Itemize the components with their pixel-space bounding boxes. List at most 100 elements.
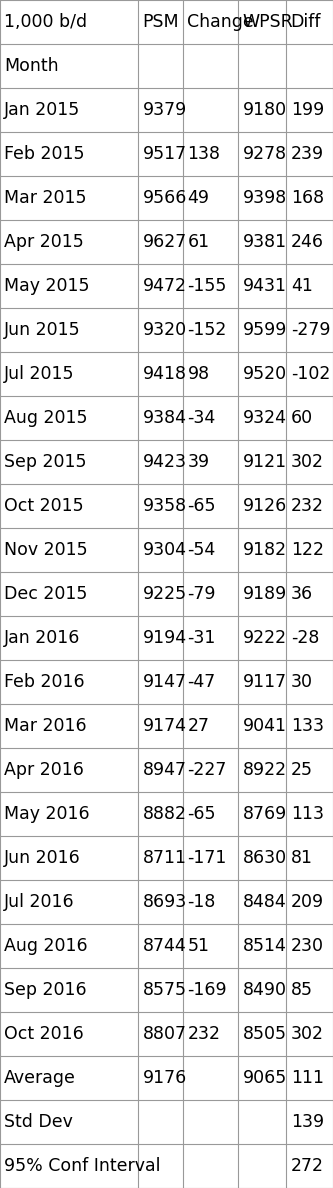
Text: 8922: 8922: [242, 762, 287, 779]
Text: 8807: 8807: [143, 1025, 186, 1043]
Text: 9431: 9431: [242, 277, 286, 295]
Text: 9065: 9065: [242, 1069, 287, 1087]
Text: Apr 2015: Apr 2015: [4, 233, 84, 251]
Text: 9222: 9222: [242, 628, 287, 647]
Text: 8947: 8947: [143, 762, 186, 779]
Text: Sep 2016: Sep 2016: [4, 981, 87, 999]
Text: -155: -155: [187, 277, 227, 295]
Text: 9194: 9194: [143, 628, 187, 647]
Text: -65: -65: [187, 497, 216, 516]
Text: 9324: 9324: [242, 409, 286, 426]
Text: 232: 232: [291, 497, 324, 516]
Text: 9398: 9398: [242, 189, 287, 207]
Text: 272: 272: [291, 1157, 324, 1175]
Text: 49: 49: [187, 189, 209, 207]
Text: 302: 302: [291, 453, 324, 470]
Text: 9174: 9174: [143, 718, 186, 735]
Text: 232: 232: [187, 1025, 220, 1043]
Text: 9566: 9566: [143, 189, 187, 207]
Text: 9121: 9121: [242, 453, 287, 470]
Text: -54: -54: [187, 541, 216, 560]
Text: 8711: 8711: [143, 849, 186, 867]
Text: -169: -169: [187, 981, 227, 999]
Text: 36: 36: [291, 584, 313, 604]
Text: 8882: 8882: [143, 805, 186, 823]
Text: Jun 2016: Jun 2016: [4, 849, 81, 867]
Text: 239: 239: [291, 145, 324, 163]
Text: Sep 2015: Sep 2015: [4, 453, 87, 470]
Text: 9627: 9627: [143, 233, 187, 251]
Text: 302: 302: [291, 1025, 324, 1043]
Text: Jul 2015: Jul 2015: [4, 365, 75, 383]
Text: 9320: 9320: [143, 321, 187, 339]
Text: 8514: 8514: [242, 937, 286, 955]
Text: Aug 2016: Aug 2016: [4, 937, 88, 955]
Text: 27: 27: [187, 718, 209, 735]
Text: 95% Conf Interval: 95% Conf Interval: [4, 1157, 161, 1175]
Text: Mar 2016: Mar 2016: [4, 718, 87, 735]
Text: WPSR: WPSR: [242, 13, 293, 31]
Text: 8490: 8490: [242, 981, 286, 999]
Text: 8630: 8630: [242, 849, 287, 867]
Text: 9599: 9599: [242, 321, 287, 339]
Text: 9384: 9384: [143, 409, 186, 426]
Text: 25: 25: [291, 762, 313, 779]
Text: 39: 39: [187, 453, 209, 470]
Text: Dec 2015: Dec 2015: [4, 584, 88, 604]
Text: 1,000 b/d: 1,000 b/d: [4, 13, 88, 31]
Text: 8744: 8744: [143, 937, 186, 955]
Text: 9423: 9423: [143, 453, 186, 470]
Text: 41: 41: [291, 277, 313, 295]
Text: PSM: PSM: [143, 13, 179, 31]
Text: 9147: 9147: [143, 672, 186, 691]
Text: 9041: 9041: [242, 718, 286, 735]
Text: 246: 246: [291, 233, 324, 251]
Text: Feb 2016: Feb 2016: [4, 672, 85, 691]
Text: -34: -34: [187, 409, 216, 426]
Text: Diff: Diff: [291, 13, 321, 31]
Text: 168: 168: [291, 189, 324, 207]
Text: Apr 2016: Apr 2016: [4, 762, 84, 779]
Text: 9176: 9176: [143, 1069, 187, 1087]
Text: Aug 2015: Aug 2015: [4, 409, 88, 426]
Text: -102: -102: [291, 365, 330, 383]
Text: 111: 111: [291, 1069, 324, 1087]
Text: Nov 2015: Nov 2015: [4, 541, 88, 560]
Text: 61: 61: [187, 233, 209, 251]
Text: 9418: 9418: [143, 365, 186, 383]
Text: 9358: 9358: [143, 497, 187, 516]
Text: 8505: 8505: [242, 1025, 286, 1043]
Text: 51: 51: [187, 937, 209, 955]
Text: 9278: 9278: [242, 145, 287, 163]
Text: Oct 2015: Oct 2015: [4, 497, 84, 516]
Text: 9304: 9304: [143, 541, 186, 560]
Text: 9182: 9182: [242, 541, 287, 560]
Text: 113: 113: [291, 805, 324, 823]
Text: 98: 98: [187, 365, 209, 383]
Text: 60: 60: [291, 409, 313, 426]
Text: 81: 81: [291, 849, 313, 867]
Text: -279: -279: [291, 321, 330, 339]
Text: 9126: 9126: [242, 497, 287, 516]
Text: Jan 2015: Jan 2015: [4, 101, 81, 119]
Text: 230: 230: [291, 937, 324, 955]
Text: -28: -28: [291, 628, 319, 647]
Text: 30: 30: [291, 672, 313, 691]
Text: 139: 139: [291, 1113, 324, 1131]
Text: Jan 2016: Jan 2016: [4, 628, 81, 647]
Text: Std Dev: Std Dev: [4, 1113, 73, 1131]
Text: -227: -227: [187, 762, 227, 779]
Text: 8575: 8575: [143, 981, 186, 999]
Text: -171: -171: [187, 849, 227, 867]
Text: 85: 85: [291, 981, 313, 999]
Text: Change: Change: [187, 13, 254, 31]
Text: 9117: 9117: [242, 672, 287, 691]
Text: 8484: 8484: [242, 893, 286, 911]
Text: 122: 122: [291, 541, 324, 560]
Text: Month: Month: [4, 57, 59, 75]
Text: 9180: 9180: [242, 101, 287, 119]
Text: May 2016: May 2016: [4, 805, 90, 823]
Text: Jun 2015: Jun 2015: [4, 321, 81, 339]
Text: 9381: 9381: [242, 233, 287, 251]
Text: 138: 138: [187, 145, 220, 163]
